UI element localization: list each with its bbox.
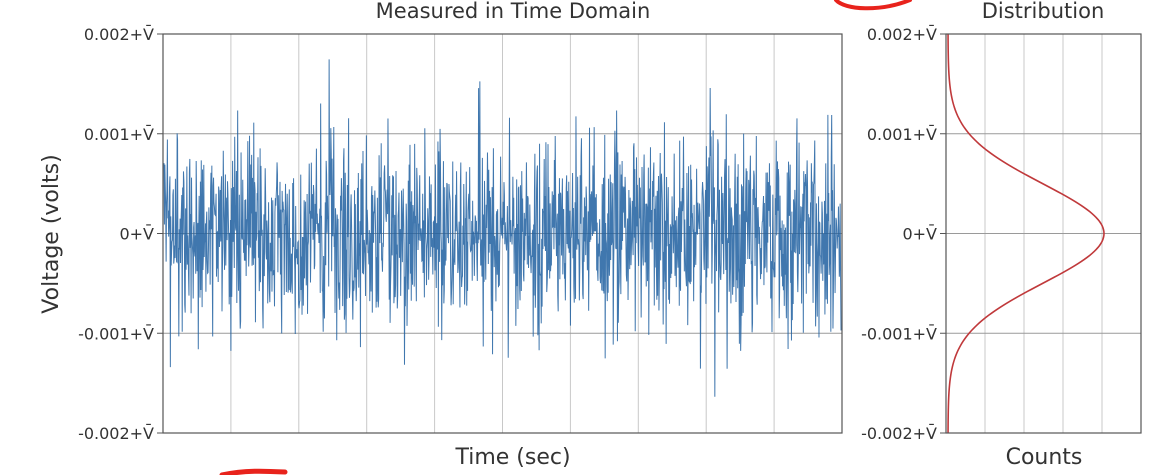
noise-series-line xyxy=(163,59,842,397)
ink-annotations xyxy=(219,0,912,475)
counts-axis-label: Counts xyxy=(1006,445,1083,470)
time-domain-panel: Measured in Time Domain 0.002+V̄ 0.001+V̄… xyxy=(39,0,843,470)
gaussian-curve xyxy=(947,33,1105,434)
distribution-grid xyxy=(946,33,1141,434)
y-tick-label: 0.002+V̄ xyxy=(84,25,154,44)
y-tick-label: 0.001+V̄ xyxy=(84,125,154,144)
distribution-y-ticks: 0.002+V̄ 0.001+V̄ 0+V̄ -0.001+V̄ -0.002+V̄ xyxy=(861,25,946,443)
time-domain-y-ticks: 0.002+V̄ 0.001+V̄ 0+V̄ -0.001+V̄ -0.002+V̄ xyxy=(78,25,163,443)
y-tick-label: -0.001+V̄ xyxy=(861,324,937,343)
distribution-title: Distribution xyxy=(982,0,1105,23)
y-tick-label: 0+V̄ xyxy=(902,225,937,244)
ink-circle-mark xyxy=(834,0,912,11)
time-domain-title: Measured in Time Domain xyxy=(376,0,651,23)
x-axis-label: Time (sec) xyxy=(454,445,570,470)
ink-underline-mark xyxy=(219,468,288,475)
y-tick-label: 0.001+V̄ xyxy=(867,125,937,144)
distribution-panel: Distribution 0.002+V̄ 0.001+V̄ 0+V̄ -0.001+… xyxy=(861,0,1142,470)
y-tick-label: 0.002+V̄ xyxy=(867,25,937,44)
y-tick-label: -0.002+V̄ xyxy=(861,424,937,443)
y-tick-label: 0+V̄ xyxy=(119,225,154,244)
y-tick-label: -0.001+V̄ xyxy=(78,324,154,343)
y-axis-label: Voltage (volts) xyxy=(39,154,64,313)
y-tick-label: -0.002+V̄ xyxy=(78,424,154,443)
